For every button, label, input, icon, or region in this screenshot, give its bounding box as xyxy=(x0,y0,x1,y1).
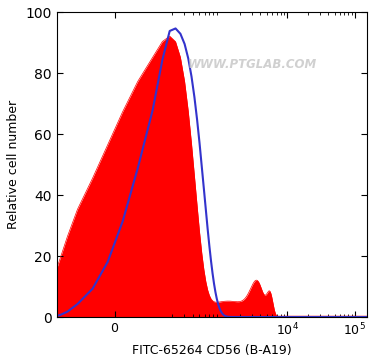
Text: WWW.PTGLAB.COM: WWW.PTGLAB.COM xyxy=(187,58,317,71)
Y-axis label: Relative cell number: Relative cell number xyxy=(7,100,20,229)
X-axis label: FITC-65264 CD56 (B-A19): FITC-65264 CD56 (B-A19) xyxy=(132,344,292,357)
